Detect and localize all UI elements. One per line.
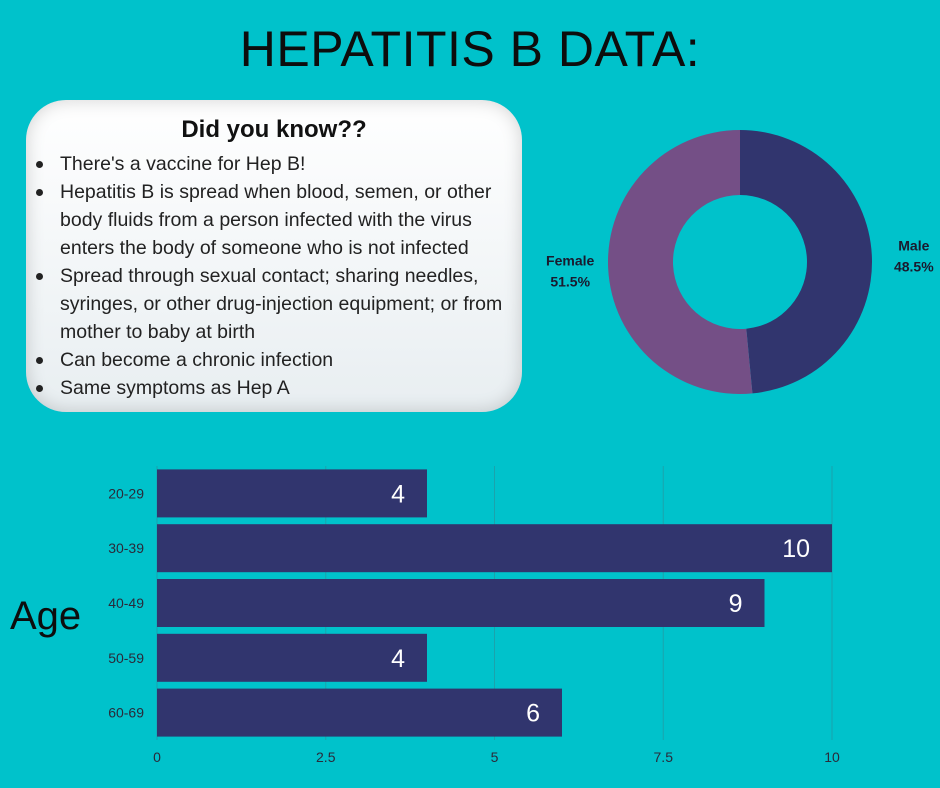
- bar-value-label: 4: [391, 480, 405, 508]
- bar-20-29: [157, 469, 427, 518]
- bar-value-label: 10: [782, 535, 810, 563]
- age-bar-chart: 0 2.5 5 7.5 10 4 20-29 10 30-39 9 40-49 4 50-59 6 60-6…: [108, 466, 840, 765]
- y-tick-label: 40-49: [108, 595, 144, 611]
- bar-50-59: [157, 633, 427, 682]
- x-tick-label: 0: [153, 749, 161, 765]
- y-tick-label: 50-59: [108, 650, 144, 666]
- bar-30-39: [157, 524, 832, 573]
- list-item: Same symptoms as Hep A: [36, 374, 526, 402]
- list-item: Spread through sexual contact; sharing n…: [36, 262, 526, 346]
- list-item: Can become a chronic infection: [36, 346, 526, 374]
- slice-label-male: Male: [898, 237, 929, 253]
- donut-slice-female: [608, 130, 753, 394]
- y-tick-label: 20-29: [108, 485, 144, 501]
- bar-40-49: [157, 579, 765, 627]
- x-tick-label: 5: [491, 749, 499, 765]
- slice-label-female: Female: [546, 253, 594, 269]
- fact-list: There's a vaccine for Hep B! Hepatitis B…: [36, 150, 526, 402]
- y-tick-label: 30-39: [108, 540, 144, 556]
- info-card: Did you know?? There's a vaccine for Hep…: [26, 100, 522, 412]
- y-tick-label: 60-69: [108, 705, 144, 721]
- bar-60-69: [157, 688, 562, 737]
- slice-value-male: 48.5%: [894, 258, 934, 274]
- x-tick-label: 7.5: [654, 749, 674, 765]
- y-axis-label: Age: [10, 594, 82, 638]
- bar-value-label: 6: [526, 700, 540, 728]
- slice-value-female: 51.5%: [550, 274, 590, 290]
- page-title: HEPATITIS B DATA:: [239, 21, 701, 77]
- x-tick-label: 10: [824, 749, 840, 765]
- card-heading: Did you know??: [181, 116, 367, 143]
- bar-value-label: 4: [391, 645, 405, 673]
- gender-donut-chart: Male 48.5% Female 51.5%: [546, 130, 934, 394]
- list-item: Hepatitis B is spread when blood, semen,…: [36, 178, 526, 262]
- bar-value-label: 9: [729, 590, 743, 618]
- list-item: There's a vaccine for Hep B!: [36, 150, 526, 178]
- donut-slice-male: [740, 130, 872, 394]
- x-tick-label: 2.5: [316, 749, 336, 765]
